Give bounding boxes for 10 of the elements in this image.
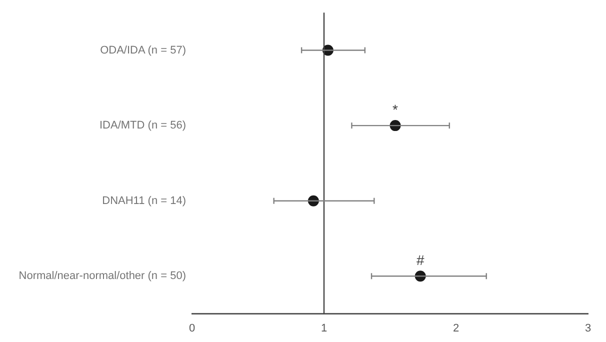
x-tick-label: 2 [452,322,460,334]
y-tick-label: DNAH11 (n = 14) [102,194,186,207]
annotation: # [416,252,424,268]
y-tick-label: Normal/near-normal/other (n = 50) [18,270,186,282]
annotation: * [392,101,399,118]
x-tick-label: 0 [188,322,196,334]
x-tick-label: 1 [320,322,328,334]
y-tick-label: IDA/MTD (n = 56) [100,120,186,132]
y-tick-label: ODA/IDA (n = 57) [100,44,186,56]
x-tick-label: 3 [584,322,592,334]
